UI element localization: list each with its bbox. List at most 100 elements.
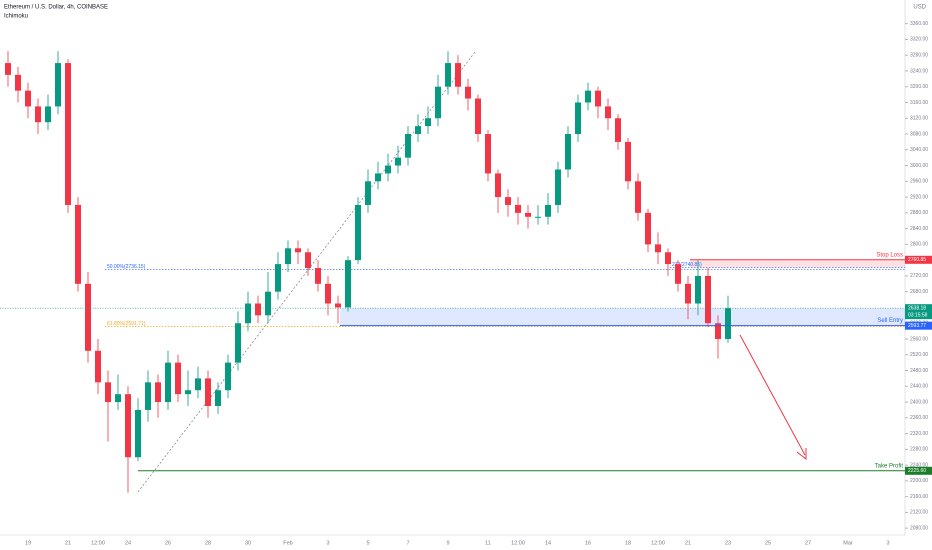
y-tick-label: 3200.00 (910, 84, 928, 90)
candle-body (725, 308, 731, 339)
y-tick-label: 3000.00 (910, 163, 928, 169)
candle-body (415, 126, 421, 135)
candle-body (255, 303, 261, 316)
candle-body (435, 86, 441, 119)
arrow-line (739, 334, 806, 456)
candle-body (325, 283, 331, 304)
currency: USD (913, 5, 926, 11)
chart-title: Ethereum / U.S. Dollar, 4h, COINBASE (4, 5, 108, 11)
candle-body (115, 394, 121, 403)
candle-body (575, 102, 581, 135)
x-tick-label: 19 (25, 540, 31, 546)
candle-body (225, 362, 231, 391)
stop-zone (690, 259, 905, 268)
candle-body (195, 378, 201, 391)
candle-body (275, 264, 281, 292)
y-tick-label: 2560.00 (910, 336, 928, 342)
x-tick-label: 28 (205, 540, 211, 546)
level-price: 2593.77 (908, 323, 926, 329)
candle-body (305, 252, 311, 269)
x-tick-label: 12:00 (91, 540, 105, 546)
candle-body (495, 173, 501, 198)
level-price: 2225.60 (908, 468, 926, 474)
indicator-name: Ichimoku (4, 14, 28, 20)
last-price: 2638.18 (908, 305, 926, 311)
candle-body (265, 291, 271, 316)
y-tick-label: 2360.00 (910, 415, 928, 421)
candle-body (35, 106, 41, 123)
candle-body (285, 248, 291, 265)
fib-label: 50.00%(2736.15) (107, 264, 146, 270)
level-price-box (905, 321, 932, 330)
candle-body (625, 141, 631, 182)
candle-body (355, 204, 361, 261)
x-tick-label: 3 (886, 540, 889, 546)
x-tick-label: 21 (685, 540, 691, 546)
candle-body (515, 204, 521, 213)
x-tick-label: 25 (765, 540, 771, 546)
y-tick-label: 2400.00 (910, 399, 928, 405)
candle-body (105, 382, 111, 403)
candle-body (15, 74, 21, 91)
y-tick-label: 3320.00 (910, 37, 928, 43)
candle-body (485, 134, 491, 174)
x-tick-label: Feb (283, 540, 292, 546)
x-tick-label: 9 (446, 540, 449, 546)
y-tick-label: 2880.00 (910, 210, 928, 216)
candle-body (545, 204, 551, 217)
sell-zone (340, 308, 905, 326)
y-tick-label: 2160.00 (910, 494, 928, 500)
candle-body (675, 264, 681, 284)
x-tick-label: 24 (125, 540, 131, 546)
candle-body (205, 378, 211, 406)
x-tick-label: 5 (366, 540, 369, 546)
y-tick-label: 3080.00 (910, 131, 928, 137)
y-tick-label: 2280.00 (910, 447, 928, 453)
candle-body (125, 394, 131, 458)
candle-body (235, 323, 241, 363)
candle-body (565, 134, 571, 170)
candle-body (175, 362, 181, 395)
candle-body (505, 197, 511, 205)
candle-body (75, 204, 81, 284)
y-tick-label: 2800.00 (910, 242, 928, 248)
x-tick-label: 18 (625, 540, 631, 546)
candle-body (615, 118, 621, 142)
candle-body (705, 275, 711, 324)
y-tick-label: 2120.00 (910, 510, 928, 516)
candle-body (25, 90, 31, 107)
candle-body (405, 134, 411, 158)
y-tick-label: 2720.00 (910, 273, 928, 279)
candle-body (385, 165, 391, 174)
countdown: 03:15:58 (908, 312, 928, 318)
candle-body (585, 90, 591, 103)
candle-body (465, 86, 471, 99)
y-tick-label: 3040.00 (910, 147, 928, 153)
candle-body (455, 63, 461, 87)
candle-body (655, 244, 661, 253)
candle-body (645, 212, 651, 245)
candle-body (715, 323, 721, 339)
y-tick-label: 2840.00 (910, 226, 928, 232)
x-tick-label: 14 (545, 540, 551, 546)
y-tick-label: 2680.00 (910, 289, 928, 295)
candle-body (395, 157, 401, 166)
fib-trend-line (137, 51, 476, 493)
candle-body (345, 260, 351, 308)
y-tick-label: 2240.00 (910, 462, 928, 468)
y-tick-label: 2440.00 (910, 384, 928, 390)
x-tick-label: 7 (406, 540, 409, 546)
candle-body (425, 118, 431, 127)
y-tick-label: 3240.00 (910, 68, 928, 74)
y-tick-label: 3120.00 (910, 116, 928, 122)
candle-body (525, 212, 531, 217)
candle-body (665, 252, 671, 265)
fib-label: 61.80%(2591.71) (107, 321, 146, 327)
candle-body (335, 303, 341, 308)
arrow-head (796, 448, 807, 461)
x-tick-label: 12:00 (511, 540, 525, 546)
level-name: Sell Entry (877, 318, 903, 324)
candle-body (65, 63, 71, 205)
